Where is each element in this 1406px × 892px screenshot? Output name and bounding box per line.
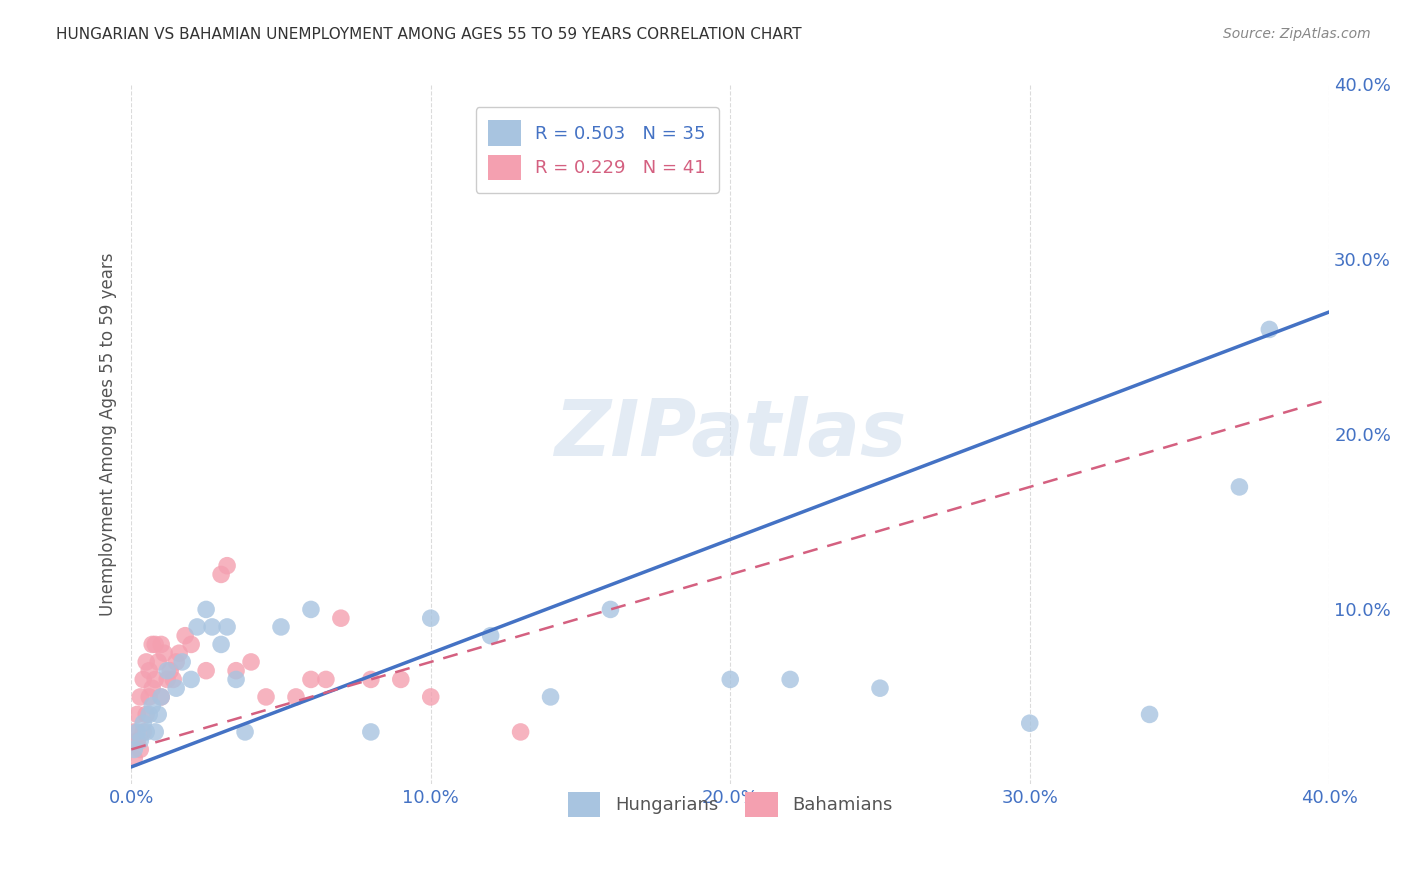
Point — [162, 673, 184, 687]
Point — [270, 620, 292, 634]
Point — [150, 690, 173, 704]
Point — [1258, 322, 1281, 336]
Point — [509, 725, 531, 739]
Point — [129, 742, 152, 756]
Point — [360, 673, 382, 687]
Text: Source: ZipAtlas.com: Source: ZipAtlas.com — [1223, 27, 1371, 41]
Point — [718, 673, 741, 687]
Point — [135, 655, 157, 669]
Point — [285, 690, 308, 704]
Point — [217, 558, 239, 573]
Point — [195, 664, 218, 678]
Point — [153, 646, 176, 660]
Point — [315, 673, 337, 687]
Point — [148, 707, 170, 722]
Point — [174, 629, 197, 643]
Point — [165, 681, 187, 696]
Point — [1018, 716, 1040, 731]
Point — [329, 611, 352, 625]
Point — [132, 673, 155, 687]
Point — [132, 725, 155, 739]
Point — [201, 620, 224, 634]
Point — [180, 673, 202, 687]
Point — [150, 637, 173, 651]
Point — [195, 602, 218, 616]
Point — [122, 751, 145, 765]
Point — [360, 725, 382, 739]
Point — [172, 655, 194, 669]
Point — [1229, 480, 1251, 494]
Point — [122, 725, 145, 739]
Legend: Hungarians, Bahamians: Hungarians, Bahamians — [561, 784, 900, 824]
Point — [225, 673, 247, 687]
Point — [141, 637, 163, 651]
Point — [240, 655, 263, 669]
Y-axis label: Unemployment Among Ages 55 to 59 years: Unemployment Among Ages 55 to 59 years — [100, 252, 117, 616]
Point — [143, 673, 166, 687]
Point — [779, 673, 801, 687]
Text: ZIPatlas: ZIPatlas — [554, 396, 907, 473]
Point — [419, 690, 441, 704]
Point — [869, 681, 891, 696]
Point — [186, 620, 208, 634]
Point — [389, 673, 412, 687]
Point — [209, 637, 232, 651]
Point — [209, 567, 232, 582]
Point — [138, 707, 160, 722]
Point — [148, 655, 170, 669]
Point — [419, 611, 441, 625]
Point — [141, 698, 163, 713]
Point — [127, 707, 149, 722]
Point — [599, 602, 621, 616]
Point — [540, 690, 562, 704]
Point — [127, 733, 149, 747]
Point — [132, 716, 155, 731]
Point — [1139, 707, 1161, 722]
Point — [122, 742, 145, 756]
Point — [138, 690, 160, 704]
Point — [143, 725, 166, 739]
Point — [225, 664, 247, 678]
Point — [299, 602, 322, 616]
Point — [217, 620, 239, 634]
Point — [180, 637, 202, 651]
Point — [129, 733, 152, 747]
Point — [138, 664, 160, 678]
Point — [135, 725, 157, 739]
Point — [165, 655, 187, 669]
Point — [129, 690, 152, 704]
Point — [156, 673, 179, 687]
Point — [127, 725, 149, 739]
Point — [159, 664, 181, 678]
Point — [141, 681, 163, 696]
Point — [479, 629, 502, 643]
Point — [150, 690, 173, 704]
Point — [233, 725, 256, 739]
Point — [156, 664, 179, 678]
Point — [254, 690, 277, 704]
Point — [299, 673, 322, 687]
Point — [135, 707, 157, 722]
Text: HUNGARIAN VS BAHAMIAN UNEMPLOYMENT AMONG AGES 55 TO 59 YEARS CORRELATION CHART: HUNGARIAN VS BAHAMIAN UNEMPLOYMENT AMONG… — [56, 27, 801, 42]
Point — [167, 646, 190, 660]
Point — [143, 637, 166, 651]
